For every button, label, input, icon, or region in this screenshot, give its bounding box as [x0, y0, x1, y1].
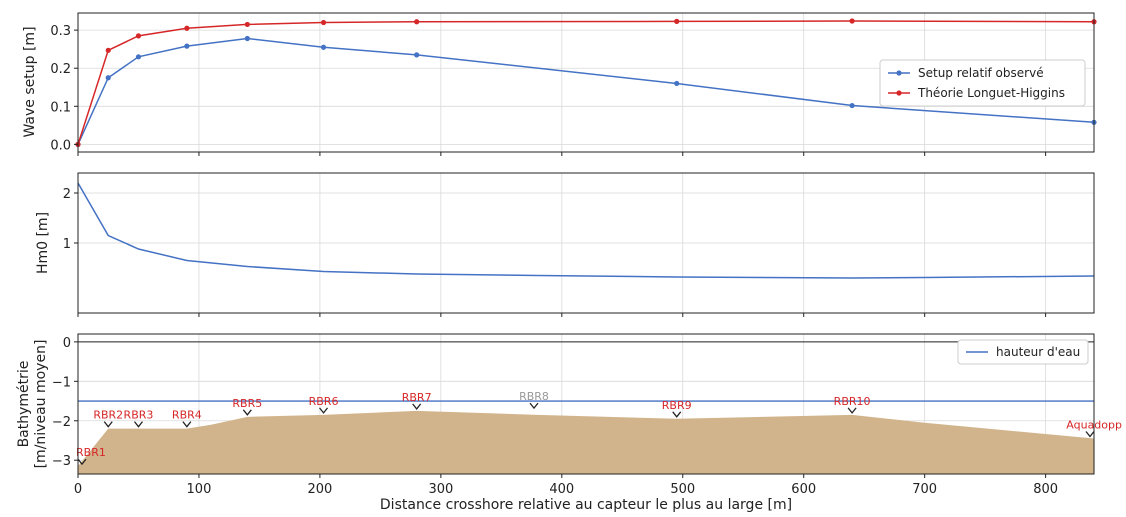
wave-setup-frame	[77, 12, 1095, 153]
data-point	[320, 19, 327, 26]
x-tick-label: 0	[74, 482, 82, 497]
data-point	[320, 44, 327, 50]
x-tick-label: 100	[187, 482, 212, 497]
sensor-label: RBR5	[232, 397, 262, 410]
series-line	[77, 37, 1095, 145]
data-point	[105, 75, 111, 81]
x-tick-label: 400	[549, 482, 574, 497]
data-point	[674, 18, 680, 24]
sensor-marker	[133, 421, 143, 428]
bathymetry-frame	[77, 333, 1095, 475]
data-point	[244, 21, 250, 28]
x-tick-label: 700	[912, 482, 937, 497]
legend-label-water: hauteur d'eau	[996, 345, 1080, 359]
bathymetry-ylabel-line: Bathymétrie	[16, 361, 32, 448]
sensor-marker	[1085, 431, 1095, 438]
data-point	[184, 43, 190, 49]
sensor-label: RBR9	[662, 399, 692, 412]
bathymetry-ylabel: Bathymétrie[m/niveau moyen]	[16, 340, 49, 469]
y-tick-label: 2	[63, 187, 71, 202]
data-point	[135, 33, 142, 39]
legend-box	[879, 59, 1086, 107]
x-tick-label: 800	[1033, 482, 1058, 497]
legend-label: Théorie Longuet-Higgins	[917, 86, 1065, 100]
wave-setup-ylabel: Wave setup [m]	[22, 26, 38, 137]
x-tick-label: 500	[670, 482, 695, 497]
bathymetry-xlabel: Distance crosshore relative au capteur l…	[380, 497, 792, 513]
y-tick-label: −2	[52, 415, 71, 430]
sensor-marker	[529, 402, 539, 410]
y-tick-label: 0	[63, 336, 71, 351]
hm0-ylabel: Hm0 [m]	[35, 212, 51, 274]
sensor-marker	[103, 421, 113, 428]
sensor-label: RBR2	[93, 409, 123, 422]
bathymetry-ylabel-line: [m/niveau moyen]	[33, 340, 49, 469]
hm0-panel: 1 2 Hm0 [m]	[35, 172, 1095, 317]
sensor-marker	[77, 458, 87, 466]
y-tick-label: 0.1	[50, 100, 71, 115]
seabed-area	[78, 410, 1094, 474]
data-point	[105, 47, 111, 53]
sensor-marker	[182, 421, 192, 428]
bathymetry-panel: RBR1 RBR2 RBR3 RBR4 RBR5 RBR6 RBR7 RBR8 RBR9 RBR1…	[16, 333, 1122, 513]
data-point	[184, 25, 190, 31]
data-point	[674, 80, 680, 87]
sensor-marker	[242, 409, 252, 416]
y-tick-label: 0.3	[50, 24, 71, 39]
sensor-label: RBR10	[834, 395, 871, 408]
sensor-label: RBR8	[519, 390, 549, 403]
sensor-label: RBR6	[309, 395, 339, 408]
sensor-marker	[672, 411, 682, 418]
data-point	[414, 52, 420, 58]
legend-box	[957, 339, 1089, 365]
y-tick-label: −3	[52, 454, 71, 469]
y-tick-label: 1	[63, 237, 71, 252]
sensor-marker	[319, 407, 329, 414]
legend-marker	[896, 70, 902, 76]
sensor-marker	[412, 403, 422, 410]
series-line	[77, 182, 1095, 279]
y-tick-label: −1	[52, 375, 71, 390]
data-point	[135, 54, 142, 60]
data-point	[849, 18, 855, 24]
y-tick-label: 0.2	[50, 62, 71, 77]
data-point	[244, 35, 250, 42]
sensor-label: RBR4	[172, 409, 202, 422]
sensor-marker	[847, 407, 857, 414]
series-line	[77, 20, 1095, 145]
wave-setup-panel: 0.0 0.1 0.2 0.3 Wave setup [m] Setup relati…	[22, 12, 1097, 156]
x-tick-label: 200	[307, 482, 332, 497]
sensor-label: RBR3	[124, 409, 154, 422]
x-tick-label: 600	[791, 482, 816, 497]
data-point	[849, 102, 855, 109]
y-tick-label: 0.0	[50, 138, 71, 153]
data-point	[414, 19, 420, 25]
sensor-label: RBR7	[402, 391, 432, 404]
sensor-label: RBR1	[76, 446, 106, 459]
legend-label: Setup relatif observé	[918, 66, 1044, 80]
legend-marker	[896, 90, 902, 96]
x-tick-label: 300	[428, 482, 453, 497]
